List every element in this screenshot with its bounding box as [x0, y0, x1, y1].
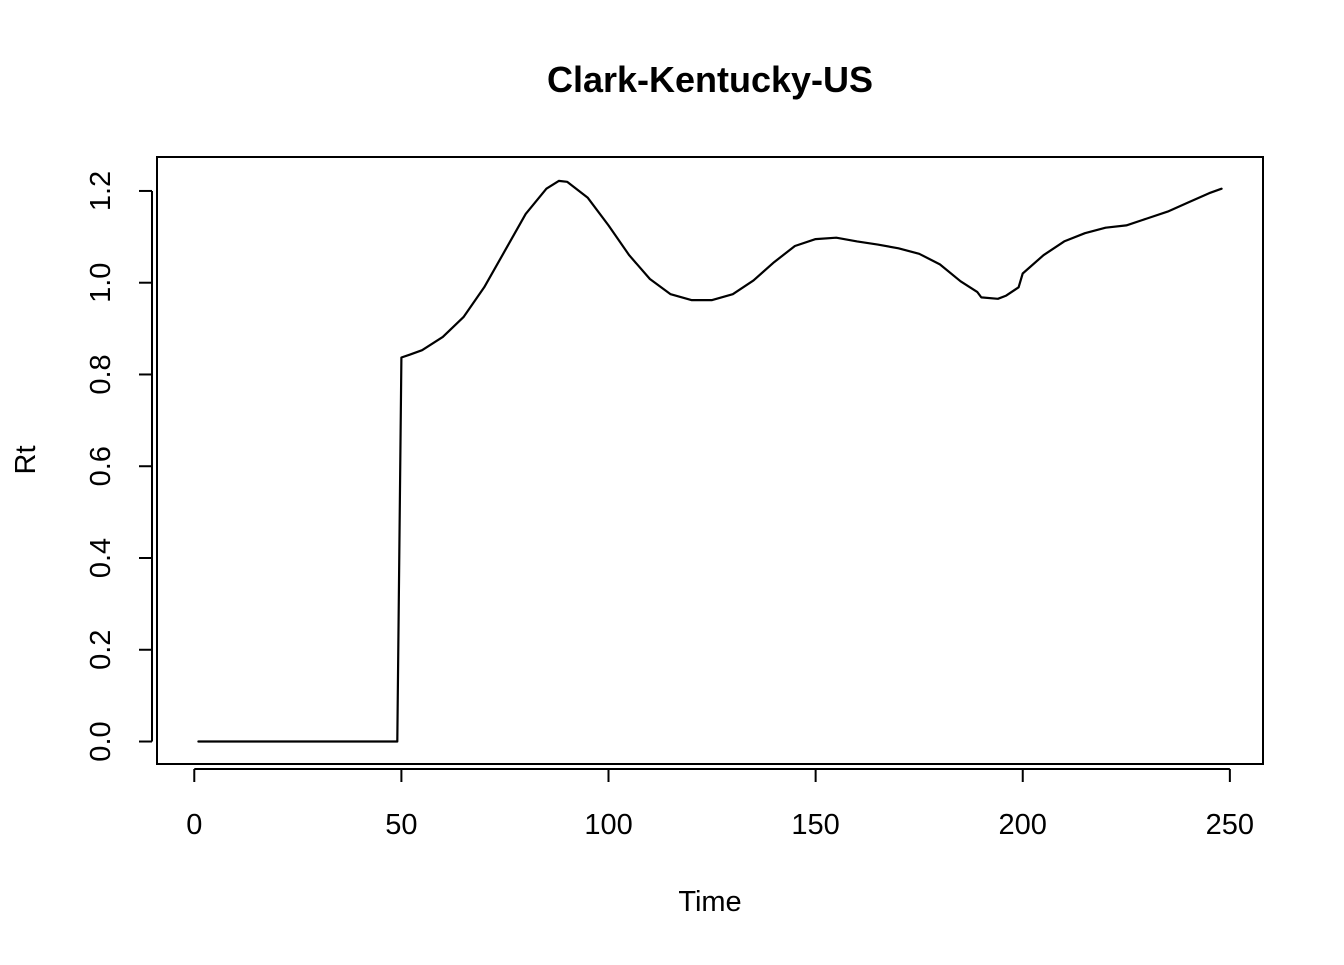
y-tick-label: 0.8	[85, 354, 117, 394]
y-axis-label: Rt	[10, 446, 42, 475]
x-tick-label: 0	[186, 809, 202, 841]
y-tick-label: 1.0	[85, 263, 117, 303]
x-tick-label: 50	[385, 809, 417, 841]
x-tick-label: 200	[999, 809, 1047, 841]
x-tick-label: 100	[584, 809, 632, 841]
x-axis-label: Time	[678, 886, 741, 918]
y-axis: 0.0 0.2 0.4 0.6 0.8 1.0 1.2	[85, 171, 153, 762]
x-tick-label: 250	[1206, 809, 1254, 841]
y-tick-label: 0.4	[85, 538, 117, 578]
x-tick-label: 150	[791, 809, 839, 841]
y-tick-label: 0.6	[85, 446, 117, 486]
y-tick-label: 0.2	[85, 630, 117, 670]
x-axis: 0 50 100 150 200 250	[186, 768, 1254, 841]
y-tick-label: 1.2	[85, 171, 117, 211]
y-tick-label: 0.0	[85, 721, 117, 761]
series-layer	[197, 179, 1223, 743]
series-line	[197, 179, 1223, 743]
chart-title: Clark-Kentucky-US	[547, 59, 873, 100]
plot-box	[156, 156, 1264, 765]
